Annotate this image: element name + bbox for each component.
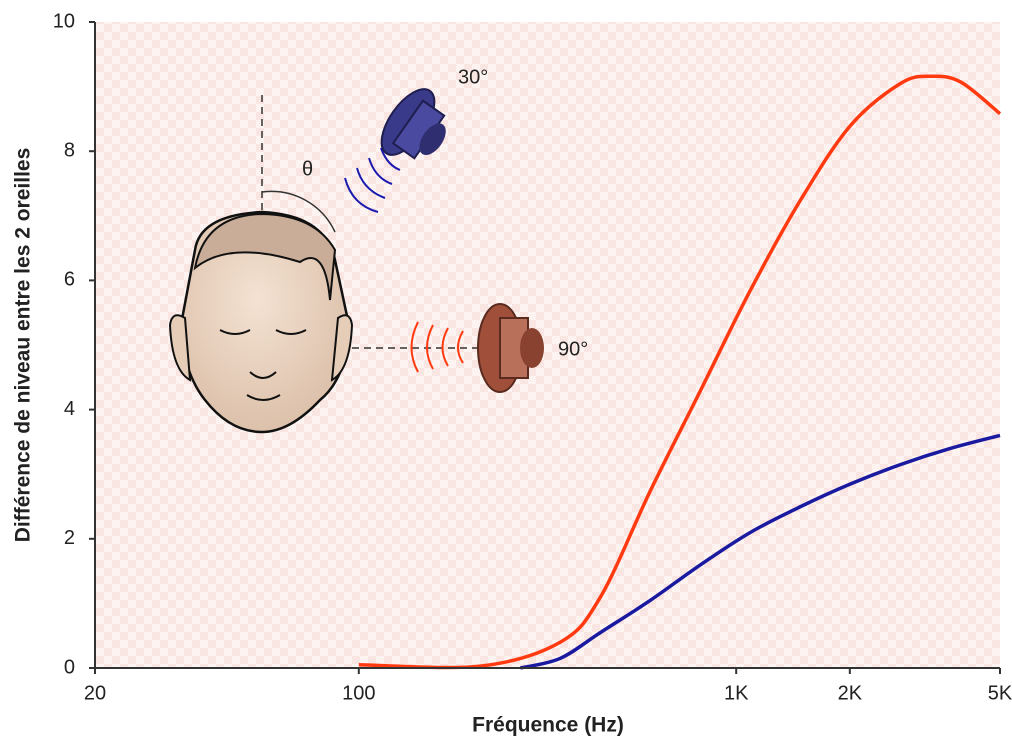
x-tick-label: 20	[84, 682, 106, 704]
y-tick-label: 4	[64, 398, 75, 420]
annotation: θ	[302, 158, 313, 180]
y-tick-label: 8	[64, 139, 75, 161]
x-tick-label: 100	[342, 682, 375, 704]
line-series	[358, 74, 1002, 670]
curves	[358, 74, 1002, 670]
y-tick-label: 0	[64, 656, 75, 678]
x-tick-label: 1K	[724, 682, 749, 704]
x-axis-title: Fréquence (Hz)	[472, 714, 624, 737]
y-tick-label: 6	[64, 269, 75, 291]
line-series	[519, 433, 1001, 670]
x-tick-label: 5K	[988, 682, 1012, 704]
annotation: 30°	[458, 66, 488, 88]
x-tick-label: 2K	[838, 682, 863, 704]
annotation: 90°	[558, 338, 588, 360]
y-tick-label: 2	[64, 527, 75, 549]
illustration	[168, 88, 544, 434]
y-axis-title: Différence de niveau entre les 2 oreille…	[12, 148, 35, 543]
y-tick-label: 10	[53, 10, 75, 32]
